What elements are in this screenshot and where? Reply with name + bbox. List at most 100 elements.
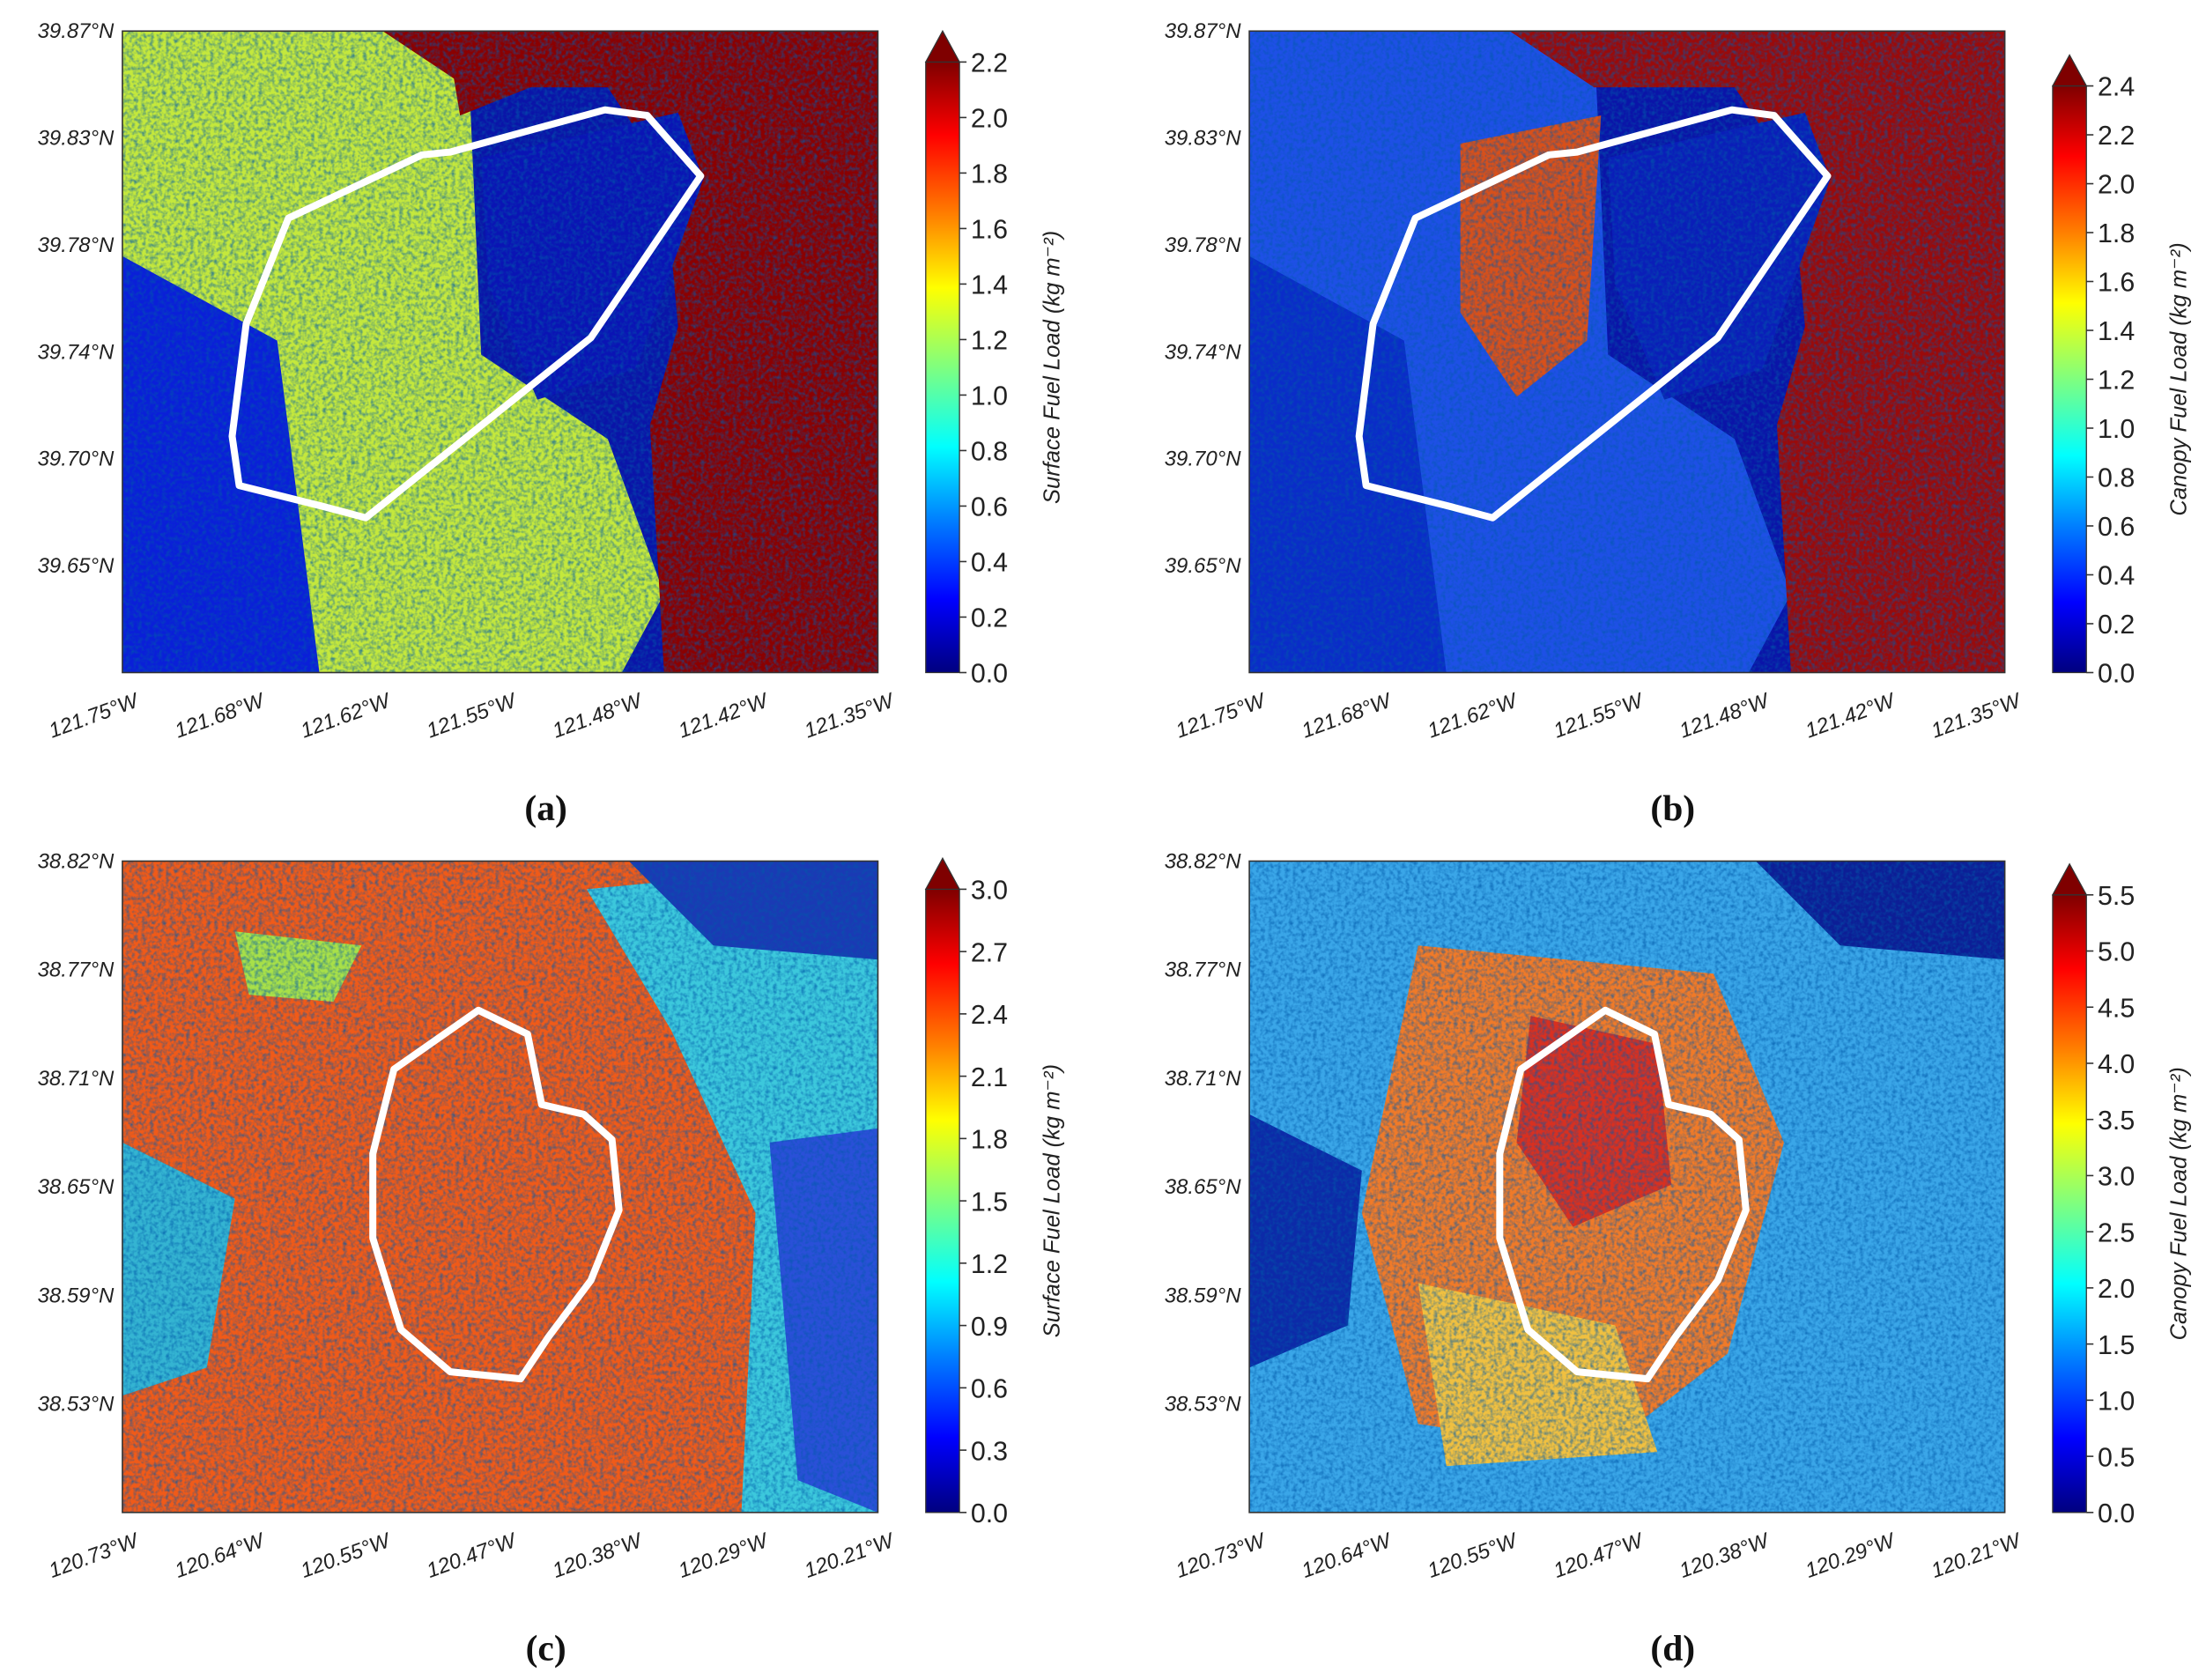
colorbar-tick-label: 0.5 — [2098, 1443, 2135, 1472]
map — [122, 860, 879, 1513]
map-frame — [1248, 30, 2006, 674]
fire-perimeter — [228, 106, 705, 522]
colorbar-tick-label: 1.2 — [971, 327, 1008, 356]
colorbar-tick-label: 2.0 — [2098, 171, 2135, 200]
colorbar-tick-label: 0.6 — [971, 1375, 1008, 1404]
map-frame — [122, 30, 879, 674]
colorbar-label: Surface Fuel Load (kg m⁻²) — [1040, 1064, 1064, 1337]
map — [1248, 860, 2006, 1513]
colorbar-tick-label: 0.3 — [971, 1437, 1008, 1466]
colorbar-tick-label: 1.0 — [971, 382, 1008, 411]
longitude-label: 121.35°W — [1928, 688, 2026, 743]
colorbar-tick-label: 0.8 — [2098, 464, 2135, 493]
colorbar-tick-label: 3.5 — [2098, 1106, 2135, 1136]
panel: 39.87°N 39.83°N 39.78°N 39.74°N 39.70°N 39.65… — [38, 19, 1065, 829]
colorbar-tick-label: 1.5 — [2098, 1331, 2135, 1360]
latitude-label: 38.65°N — [1165, 1175, 1241, 1199]
panel-label: (c) — [526, 1628, 566, 1669]
latitude-label: 38.59°N — [1165, 1284, 1241, 1307]
colorbar-tick-label: 1.0 — [2098, 1388, 2135, 1417]
colorbar-tick-label: 1.2 — [971, 1250, 1008, 1279]
longitude-label: 121.48°W — [1677, 688, 1774, 743]
texture — [1249, 31, 2005, 673]
panel-label: (d) — [1650, 1628, 1695, 1669]
panel-label: (a) — [524, 788, 566, 829]
longitude-label: 121.42°W — [676, 688, 774, 743]
colorbar-tick-label: 1.0 — [2098, 415, 2135, 444]
latitude-label: 38.82°N — [38, 849, 115, 873]
colorbar-tick-label: 0.4 — [971, 549, 1008, 578]
texture — [122, 31, 878, 673]
longitude-label: 120.38°W — [550, 1528, 648, 1583]
longitude-label: 120.21°W — [1928, 1528, 2026, 1583]
colorbar-tick-label: 0.8 — [971, 438, 1008, 467]
colorbar-tick-label: 1.8 — [971, 160, 1008, 189]
colorbar-label: Canopy Fuel Load (kg m⁻²) — [2167, 242, 2192, 515]
colorbar-tick-label: 2.2 — [2098, 122, 2135, 151]
colorbar-tick-label: 1.8 — [971, 1126, 1008, 1155]
colorbar-tick-label: 2.4 — [971, 1001, 1008, 1030]
map-frame — [1248, 860, 2006, 1513]
latitude-label: 38.71°N — [1165, 1067, 1241, 1091]
colorbar-tick-label: 2.5 — [2098, 1218, 2135, 1247]
longitude-label: 121.55°W — [424, 688, 522, 743]
colorbar-tick-label: 1.5 — [971, 1188, 1008, 1217]
colorbar-tick-label: 1.4 — [971, 271, 1008, 300]
longitude-label: 121.55°W — [1551, 688, 1648, 743]
map-frame — [122, 860, 879, 1513]
latitude-label: 38.77°N — [38, 958, 115, 982]
colorbar-tick-label: 3.0 — [971, 877, 1008, 906]
longitude-label: 120.29°W — [1803, 1528, 1900, 1583]
longitude-label: 120.64°W — [1299, 1528, 1396, 1583]
latitude-label: 39.83°N — [38, 127, 115, 151]
colorbar-tick-label: 0.6 — [2098, 513, 2135, 542]
latitude-label: 38.77°N — [1165, 958, 1241, 982]
colorbar — [2052, 894, 2087, 1513]
map — [122, 30, 879, 674]
longitude-label: 120.55°W — [1425, 1528, 1522, 1583]
latitude-label: 39.87°N — [38, 19, 115, 43]
colorbar-tick-label: 4.0 — [2098, 1050, 2135, 1079]
colorbar-tick-label: 1.4 — [2098, 317, 2135, 346]
colorbar-tick-label: 2.4 — [2098, 73, 2135, 102]
latitude-label: 39.70°N — [38, 448, 115, 471]
colorbar-tick-label: 2.0 — [971, 105, 1008, 134]
longitude-label: 120.64°W — [172, 1528, 270, 1583]
latitude-label: 38.71°N — [38, 1067, 115, 1091]
fire-perimeter — [1355, 106, 1832, 522]
colorbar-tick-label: 0.2 — [2098, 611, 2135, 640]
latitude-label: 39.87°N — [1165, 19, 1241, 43]
colorbar-tick-label: 2.2 — [971, 49, 1008, 78]
colorbar-tick-label: 2.1 — [971, 1063, 1008, 1092]
colorbar-tick-label: 4.5 — [2098, 994, 2135, 1023]
latitude-label: 39.65°N — [1165, 554, 1241, 578]
colorbar-tick-label: 1.2 — [2098, 366, 2135, 396]
panel: 38.82°N 38.77°N 38.71°N 38.65°N 38.59°N 38.53… — [38, 849, 1065, 1669]
colorbar-tick-label: 0.0 — [2098, 1499, 2135, 1528]
colorbar-tick-label: 2.7 — [971, 938, 1008, 967]
fire-perimeter — [1496, 1006, 1750, 1383]
longitude-label: 121.48°W — [550, 688, 648, 743]
latitude-label: 39.70°N — [1165, 448, 1241, 471]
colorbar-tick-label: 0.6 — [971, 493, 1008, 522]
latitude-label: 38.59°N — [38, 1284, 115, 1307]
colorbar-tick-label: 0.2 — [971, 604, 1008, 633]
longitude-label: 120.55°W — [298, 1528, 396, 1583]
colorbar-label: Canopy Fuel Load (kg m⁻²) — [2167, 1067, 2192, 1340]
longitude-label: 120.47°W — [424, 1528, 522, 1583]
texture — [1249, 861, 2005, 1513]
colorbar-extend-arrow — [2051, 54, 2088, 87]
longitude-label: 121.68°W — [172, 688, 270, 743]
longitude-label: 121.68°W — [1299, 688, 1396, 743]
latitude-label: 39.65°N — [38, 554, 115, 578]
latitude-label: 39.78°N — [38, 233, 115, 257]
texture — [122, 861, 878, 1513]
panel: 38.82°N 38.77°N 38.71°N 38.65°N 38.59°N 38.53… — [1165, 849, 2192, 1669]
latitude-label: 39.74°N — [1165, 340, 1241, 364]
latitude-label: 39.78°N — [1165, 233, 1241, 257]
colorbar-tick-label: 5.5 — [2098, 882, 2135, 911]
longitude-label: 120.29°W — [676, 1528, 774, 1583]
colorbar-extend-arrow — [924, 29, 961, 63]
longitude-label: 120.73°W — [1173, 1528, 1270, 1583]
